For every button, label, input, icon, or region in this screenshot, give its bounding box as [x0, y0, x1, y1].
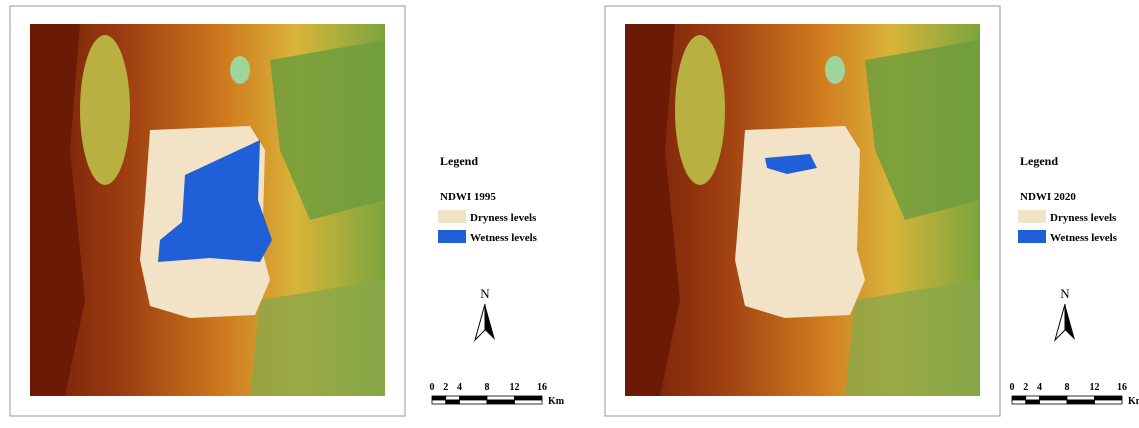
legend-swatch	[438, 210, 466, 223]
scale-segment	[460, 400, 488, 404]
scale-unit: Km	[1128, 396, 1139, 407]
scale-segment	[1067, 400, 1095, 404]
legend-title: Legend	[1020, 154, 1058, 168]
terrain	[675, 35, 725, 185]
terrain	[230, 56, 250, 84]
legend-swatch	[438, 230, 466, 243]
scale-label: 4	[1037, 382, 1042, 393]
lake	[735, 126, 865, 318]
scale-label: 16	[1117, 382, 1127, 393]
legend-label: Dryness levels	[470, 212, 537, 224]
legend-label: Wetness levels	[1050, 232, 1118, 244]
scale-label: 12	[510, 382, 520, 393]
terrain	[80, 35, 130, 185]
scale-segment	[1067, 396, 1095, 400]
north-arrow	[475, 304, 485, 340]
scale-label: 0	[1010, 382, 1015, 393]
scale-label: 4	[457, 382, 462, 393]
legend-label: Dryness levels	[1050, 212, 1117, 224]
legend-title: Legend	[440, 154, 478, 168]
scale-label: 8	[1065, 382, 1070, 393]
scale-segment	[515, 396, 543, 400]
scale-label: 12	[1090, 382, 1100, 393]
legend-label: Wetness levels	[470, 232, 538, 244]
scale-segment	[1012, 396, 1026, 400]
legend-layer: NDWI 2020	[1020, 191, 1076, 203]
scale-segment	[487, 396, 515, 400]
scale-segment	[460, 396, 488, 400]
scale-segment	[432, 396, 446, 400]
scale-label: 0	[430, 382, 435, 393]
scale-segment	[1040, 400, 1068, 404]
north-arrow	[485, 304, 495, 340]
terrain	[825, 56, 845, 84]
scale-segment	[432, 400, 446, 404]
scale-segment	[487, 400, 515, 404]
scale-segment	[1026, 400, 1040, 404]
scale-segment	[1026, 396, 1040, 400]
scale-label: 16	[537, 382, 547, 393]
map-panel	[10, 6, 405, 416]
scale-segment	[1040, 396, 1068, 400]
scale-unit: Km	[548, 396, 565, 407]
scale-label: 2	[443, 382, 448, 393]
scale-segment	[515, 400, 543, 404]
north-label: N	[1060, 286, 1070, 301]
legend-swatch	[1018, 210, 1046, 223]
north-arrow	[1065, 304, 1075, 340]
north-arrow	[1055, 304, 1065, 340]
scale-label: 2	[1023, 382, 1028, 393]
map-panel	[605, 6, 1000, 416]
scale-segment	[446, 396, 460, 400]
legend-swatch	[1018, 230, 1046, 243]
scale-segment	[1095, 400, 1123, 404]
scale-segment	[1012, 400, 1026, 404]
scale-segment	[1095, 396, 1123, 400]
scale-label: 8	[485, 382, 490, 393]
north-label: N	[480, 286, 490, 301]
legend-layer: NDWI 1995	[440, 191, 496, 203]
figure: Legend NDWI 1995 Dryness levels Wetness lev…	[0, 0, 1139, 423]
scale-segment	[446, 400, 460, 404]
